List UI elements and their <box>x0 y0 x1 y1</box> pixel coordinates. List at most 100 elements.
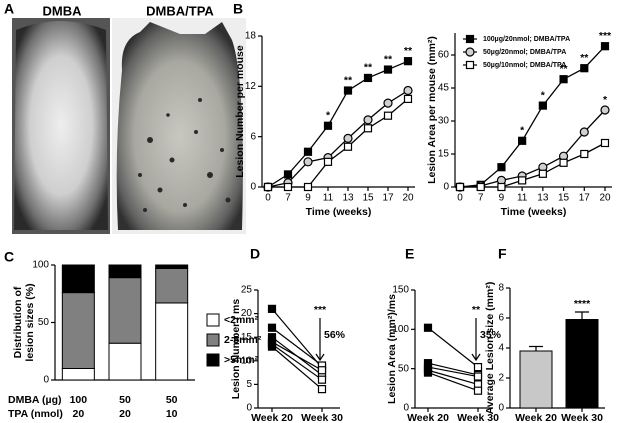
bar-segment <box>108 342 142 381</box>
x-tick-label: 0 <box>457 193 463 204</box>
row-value: 100 <box>70 394 88 406</box>
y-axis-label: Average Lesion size (mm²) <box>484 282 496 415</box>
lesion-spots <box>138 98 231 212</box>
y-tick-label: 15 <box>241 332 253 343</box>
marker <box>343 142 353 151</box>
x-tick-label: 13 <box>342 193 354 204</box>
x-tick-label: Week 20 <box>407 412 449 423</box>
x-tick-label: Week 20 <box>515 412 557 423</box>
marker <box>600 42 610 51</box>
marker <box>303 182 313 192</box>
significance: * <box>520 125 525 137</box>
row-value: 20 <box>119 408 131 420</box>
marker <box>497 182 506 192</box>
marker <box>473 386 483 395</box>
x-tick-label: 7 <box>478 193 484 204</box>
marker <box>559 158 568 167</box>
x-tick-label: 13 <box>537 193 549 204</box>
mouse-photo <box>116 22 243 230</box>
bar-segment <box>155 264 189 269</box>
legend-label: <2mm² <box>224 314 259 326</box>
marker <box>267 342 277 351</box>
bar-segment <box>108 264 142 279</box>
marker <box>383 111 393 120</box>
y-tick-label: 45 <box>438 83 450 94</box>
marker <box>317 375 327 384</box>
x-tick-label: 11 <box>517 193 528 204</box>
panel-label: F <box>498 246 507 262</box>
significance: * <box>541 89 546 101</box>
marker <box>579 127 589 137</box>
legend-label: 50µg/20nmol; DMBA/TPA <box>483 49 566 56</box>
marker <box>538 101 547 110</box>
marker <box>403 85 413 96</box>
pair-line <box>271 343 323 381</box>
pair-line <box>427 369 479 385</box>
series-line <box>267 60 409 188</box>
x-tick-label: 9 <box>305 193 311 204</box>
y-tick-label: 20 <box>241 308 253 319</box>
y-axis-label: Lesion Area per mouse (mm²) <box>426 36 438 184</box>
pair-line <box>271 341 323 371</box>
change-label: 56% <box>324 329 346 341</box>
y-tick-label: 8 <box>498 283 504 294</box>
y-tick-label: 25 <box>241 285 253 296</box>
marker <box>383 65 393 74</box>
change-label: 35% <box>480 329 502 341</box>
x-tick-label: 17 <box>579 193 591 204</box>
y-axis-label: Distribution of <box>12 286 24 358</box>
y-tick-label: 30 <box>438 116 450 127</box>
error-bar <box>529 345 543 351</box>
marker <box>580 149 589 159</box>
marker <box>343 133 353 143</box>
y-axis-label: Lesion Area (mm²)/ms <box>386 294 398 404</box>
y-tick-label: 4 <box>498 343 504 354</box>
x-tick-label: 20 <box>402 193 414 204</box>
y-tick-label: 12 <box>245 81 257 92</box>
legend-label: >5mm² <box>224 354 259 366</box>
marker <box>465 47 475 57</box>
panel-label: C <box>4 249 14 265</box>
significance: ** <box>404 45 413 57</box>
y-tick-label: 0 <box>43 375 49 386</box>
marker <box>363 124 373 133</box>
bar <box>565 319 599 409</box>
x-tick-label: 17 <box>382 193 394 204</box>
y-tick-label: 6 <box>250 131 256 142</box>
x-tick-label: Week 20 <box>251 412 293 423</box>
legend-swatch <box>206 353 220 367</box>
significance: ** <box>559 63 568 75</box>
x-tick-label: 20 <box>599 193 611 204</box>
y-tick-label: 50 <box>38 317 50 328</box>
significance: *** <box>314 304 327 316</box>
marker <box>323 121 333 130</box>
series-line <box>460 142 606 188</box>
x-tick-label: 15 <box>558 193 570 204</box>
significance: ** <box>580 52 589 64</box>
y-tick-label: 100 <box>392 324 409 335</box>
legend-label: 2-5mm² <box>224 334 262 346</box>
pair-line <box>427 362 479 376</box>
significance: * <box>603 94 608 106</box>
mouse-photo <box>14 21 108 230</box>
marker <box>267 323 277 332</box>
marker <box>423 368 433 377</box>
marker <box>267 304 277 313</box>
photo-caption: DMBA/TPA <box>146 3 214 18</box>
y-tick-label: 18 <box>245 31 257 42</box>
marker <box>317 385 327 394</box>
legend-label: 50µg/10nmol; DMBA/TPA <box>483 62 566 69</box>
y-tick-label: 0 <box>403 403 409 414</box>
marker <box>317 366 327 375</box>
marker <box>303 147 313 156</box>
bar-segment <box>61 292 95 370</box>
marker <box>473 372 483 381</box>
error-bar <box>575 311 589 320</box>
y-tick-label: 0 <box>250 182 256 193</box>
y-axis-label: lesion sizes (%) <box>24 283 36 361</box>
marker <box>303 157 313 167</box>
marker <box>538 169 547 178</box>
marker <box>497 163 506 172</box>
significance: ** <box>364 62 373 74</box>
y-tick-label: 6 <box>498 313 504 324</box>
